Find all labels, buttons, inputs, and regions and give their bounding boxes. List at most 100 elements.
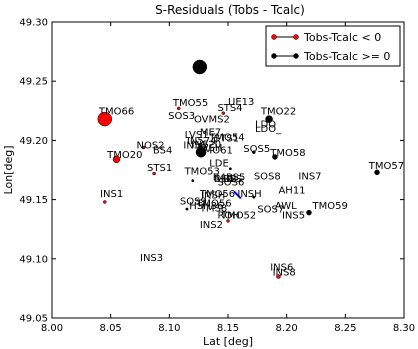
marker-negative [97,111,113,127]
station-label: INS6 [270,263,293,274]
station-label: INS7 [298,171,321,182]
legend-marker-neg [293,34,299,40]
chart-title: S-Residuals (Tobs - Tcalc) [155,3,305,17]
marker-positive [374,169,380,176]
x-tick-label: 8.15 [217,323,239,334]
x-tick-label: 8.30 [393,323,415,334]
station-label: IN56 [183,141,206,152]
station-label: UE13 [228,97,254,108]
marker-positive [272,154,278,160]
station-label: INS8 [273,267,296,278]
y-tick-label: 49.15 [19,195,48,206]
station-label: STS4 [217,103,242,114]
station-label: INS20 [192,140,222,151]
station-label: OVMS2 [194,115,230,126]
x-tick-label: 8.10 [158,323,180,334]
y-tick-label: 49.30 [19,18,48,29]
legend-marker-neg [271,34,277,40]
station-label: BLB [214,174,233,185]
station-label: TMO57 [368,161,404,172]
station-label: TMO55 [172,98,208,109]
y-tick-label: 49.20 [19,136,48,147]
station-label: B4BS5 [213,173,246,184]
marker-positive [192,59,208,75]
marker-positive [228,167,232,171]
marker-positive [195,146,207,158]
station-label: LDO_ [255,124,282,135]
station-label: TMO20 [106,150,142,161]
station-label: INS3 [140,253,163,264]
station-label: SOS9 [180,196,207,207]
station-label: LDO [255,119,276,130]
station-label: HSH36 [189,201,223,212]
y-axis-label: Lon[deg] [2,146,15,195]
station-label: TMO54 [208,132,244,143]
station-label: LVS1 [185,130,209,141]
station-label: TMO53 [184,167,220,178]
legend-label-neg: Tobs-Tcalc < 0 [303,31,381,44]
station-label: ROH [217,211,239,222]
station-label: BS4 [153,145,172,156]
station-label: INSH [201,190,225,201]
marker-positive [252,150,256,154]
station-label: SOS5 [243,144,270,155]
station-label: INS2 [200,220,223,231]
station-label: IN574 [187,136,217,147]
x-axis-label: Lat [deg] [203,335,253,348]
station-label: TMS8 [199,203,227,214]
station-label: TMO59 [311,201,347,212]
station-label: TMO56 [199,189,235,200]
station-label: SOS7 [257,205,284,216]
legend-marker-pos [293,53,299,59]
station-label: TMO66 [98,106,134,117]
station-label: TMO58 [269,148,305,159]
x-tick-label: 8.00 [41,323,63,334]
station-label: ME7 [200,128,221,139]
residual-segment [233,190,242,200]
y-tick-label: 49.05 [19,314,48,325]
station-label: SOS8 [254,171,281,182]
marker-positive [252,195,256,199]
marker-negative [103,200,107,204]
station-label: STS1 [147,163,172,174]
marker-negative [112,155,121,164]
station-label: AH11 [278,186,305,197]
x-tick-label: 8.05 [100,323,122,334]
marker-negative [141,145,146,150]
station-label: TMO61 [196,145,232,156]
marker-positive [306,209,312,216]
marker-positive [191,179,195,183]
station-label: NOS2 [136,141,164,152]
x-tick-label: 8.25 [334,323,356,334]
y-tick-label: 49.25 [19,77,48,88]
station-label: AWL [275,201,297,212]
station-label: STS1 [214,134,239,145]
station-label: INS5 [282,211,305,222]
station-label: WSH [199,143,223,154]
axis-ticks: 8.00 8.05 8.10 8.15 8.20 8.25 8.30 49.05 49.10 49… [19,18,415,335]
station-label: TMO52 [220,211,256,222]
legend-label-pos: Tobs-Tcalc >= 0 [303,50,390,63]
y-tick-label: 49.10 [19,254,48,265]
marker-negative [276,274,281,279]
marker-negative [176,106,181,111]
station-label: LDE [209,158,229,169]
legend-marker-pos [271,53,277,59]
marker-positive [185,207,189,211]
legend-box [265,25,401,67]
plot-area [51,21,405,319]
station-label: TMO22 [260,106,296,117]
station-label: INSH [237,189,261,200]
marker-negative [221,111,226,115]
legend: Tobs-Tcalc < 0 Tobs-Tcalc >= 0 [265,25,401,67]
station-label: SOS6 [217,177,244,188]
station-label: SOS3 [168,111,195,122]
x-tick-label: 8.20 [276,323,298,334]
station-label: TMO56 [195,199,231,210]
marker-positive [265,115,273,123]
marker-negative [152,171,156,176]
station-label: INS1 [100,189,123,200]
station-label: BLS [223,174,242,185]
